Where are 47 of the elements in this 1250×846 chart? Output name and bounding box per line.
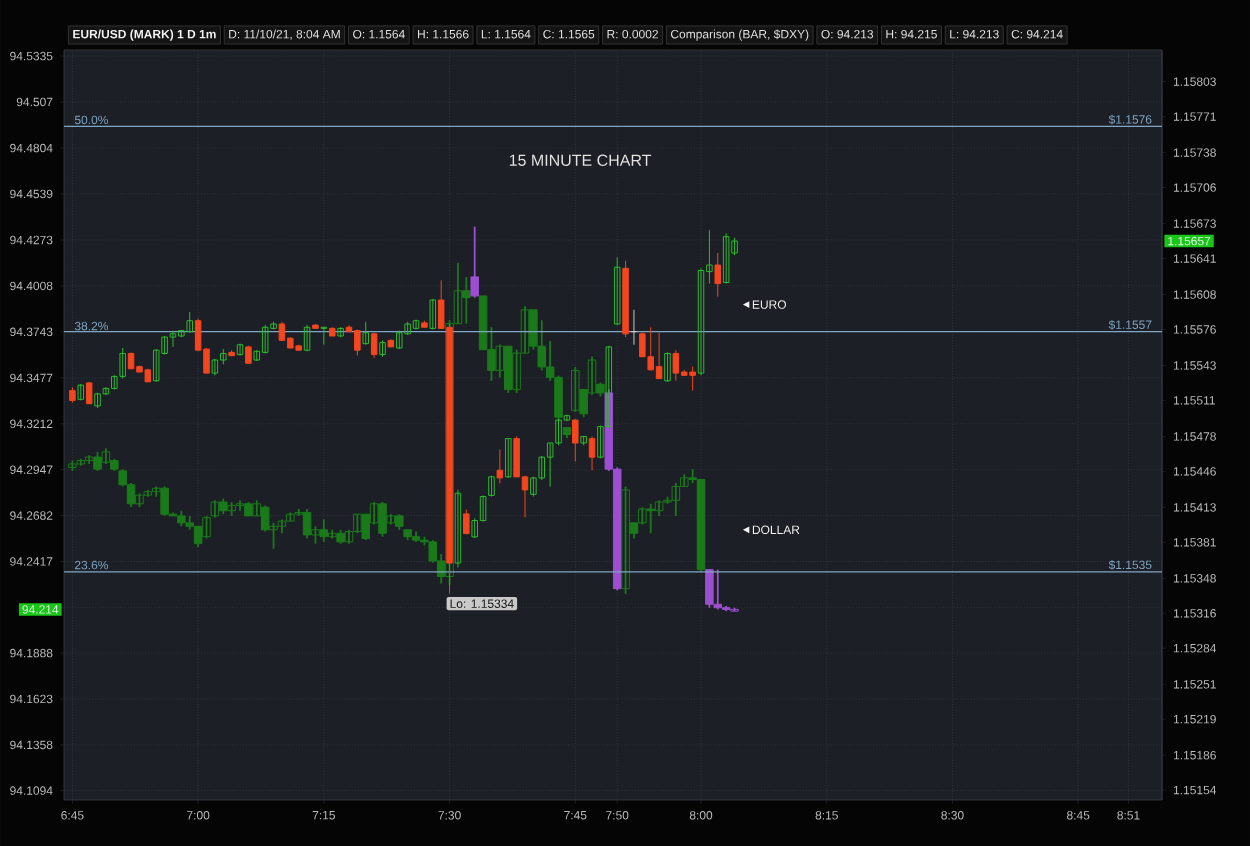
- candlestick: [697, 267, 705, 376]
- candlestick: [319, 518, 329, 543]
- candlestick: [722, 232, 730, 285]
- candlestick: [169, 330, 177, 348]
- candlestick: [714, 252, 722, 298]
- candlestick: [320, 326, 328, 346]
- candlestick: [671, 482, 681, 517]
- candlestick: [571, 366, 580, 413]
- candlestick: [713, 568, 723, 611]
- candlestick: [160, 485, 169, 517]
- candlestick: [379, 339, 386, 358]
- candlestick: [186, 311, 193, 334]
- candlestick: [302, 508, 312, 540]
- candlestick: [93, 450, 102, 472]
- candlestick: [655, 332, 663, 380]
- candlestick: [672, 349, 680, 382]
- candlestick: [588, 435, 596, 471]
- candlestick: [235, 499, 245, 512]
- text: 15 MINUTE CHART: [509, 154, 652, 166]
- candlestick: [463, 509, 470, 535]
- candlestick: [378, 501, 387, 538]
- candlestick: [412, 319, 420, 330]
- candlestick: [278, 321, 286, 341]
- candlestick: [689, 366, 696, 392]
- candlestick: [572, 418, 579, 463]
- candlestick: [101, 447, 111, 465]
- candlestick: [638, 506, 647, 526]
- candlestick: [227, 501, 236, 517]
- candlestick: [396, 330, 403, 350]
- candlestick: [503, 345, 513, 394]
- candlestick: [303, 324, 311, 352]
- candlestick: [488, 475, 495, 497]
- candlestick: [504, 438, 512, 479]
- candlestick: [211, 358, 219, 376]
- candlestick: [236, 343, 244, 357]
- candlestick: [621, 485, 630, 595]
- candlestick: [470, 225, 479, 299]
- candlestick: [496, 449, 504, 484]
- candlestick: [664, 351, 671, 383]
- candlestick: [354, 328, 361, 357]
- candlestick: [362, 321, 370, 346]
- candlestick: [705, 568, 714, 609]
- candlestick: [370, 332, 378, 359]
- candlestick: [454, 489, 462, 568]
- candlestick: [261, 324, 269, 354]
- candlestick: [429, 298, 437, 330]
- candlestick: [613, 256, 621, 326]
